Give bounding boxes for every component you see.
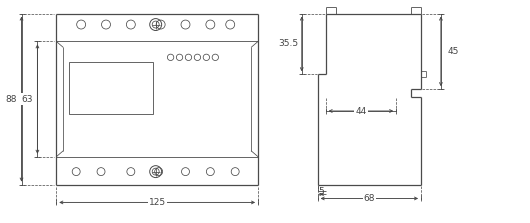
Text: 125: 125 <box>148 198 166 207</box>
Text: 68: 68 <box>364 194 375 203</box>
Text: 44: 44 <box>355 107 367 116</box>
Text: 45: 45 <box>447 47 458 56</box>
Text: 88: 88 <box>6 95 17 103</box>
Text: 63: 63 <box>22 95 33 103</box>
Text: 5: 5 <box>319 187 324 196</box>
Text: 35.5: 35.5 <box>278 39 298 48</box>
Bar <box>69 62 153 114</box>
